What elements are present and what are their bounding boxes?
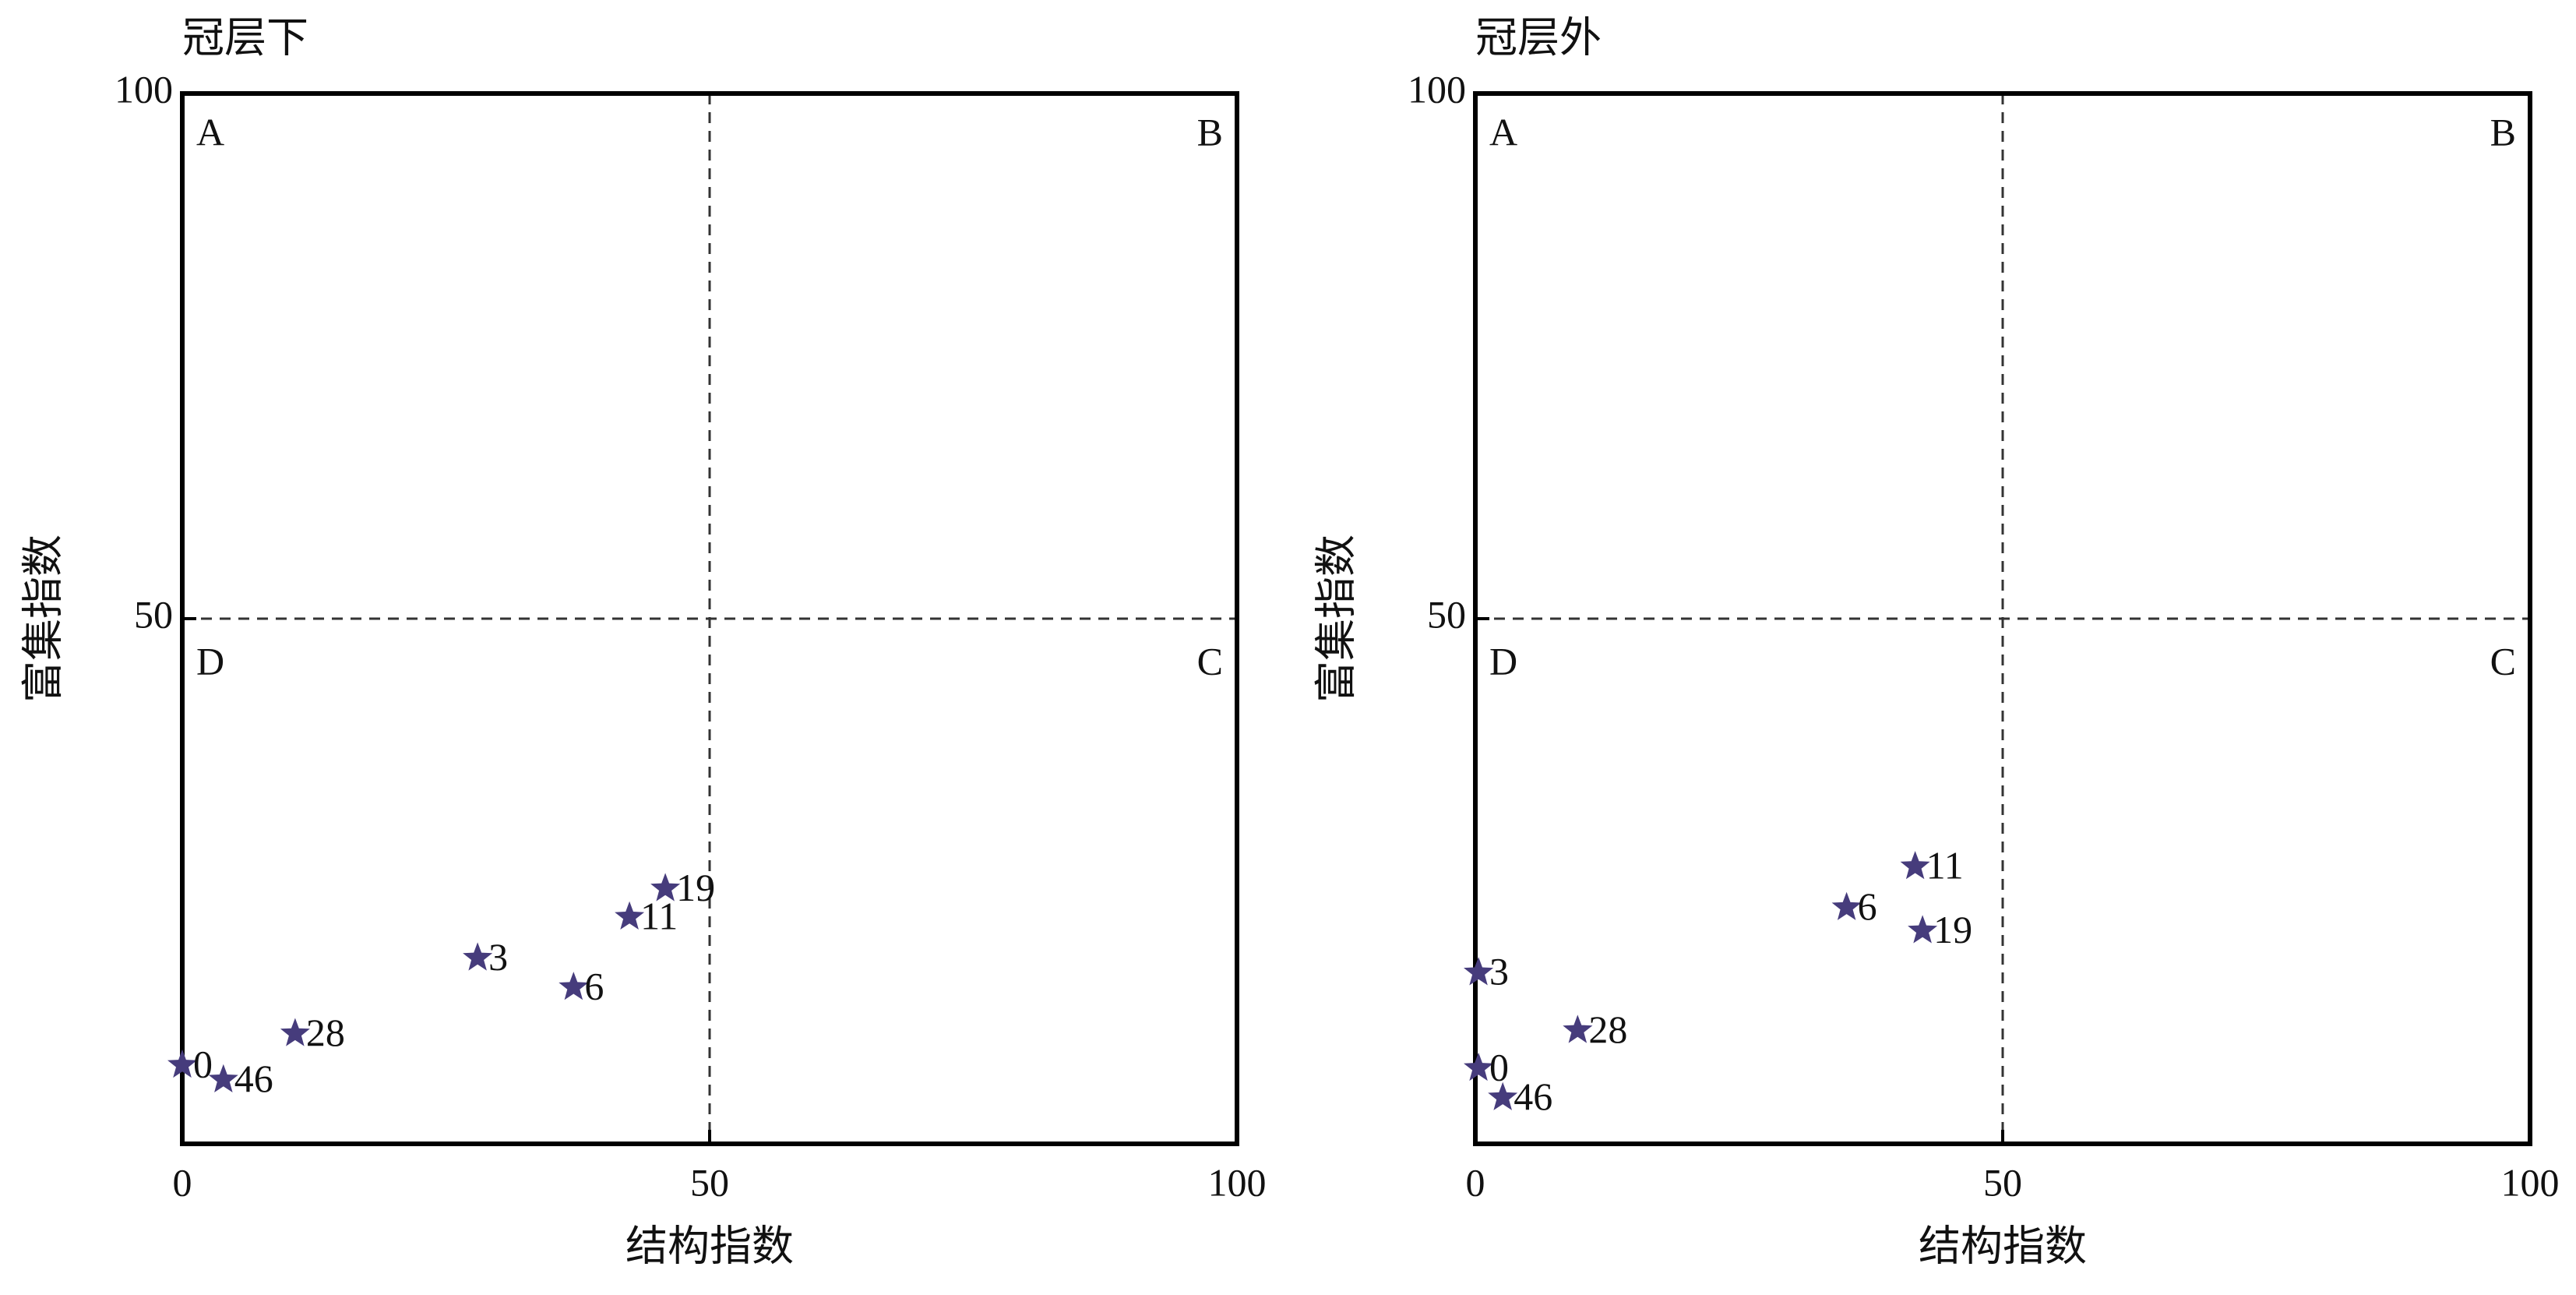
point bbox=[615, 901, 645, 930]
point bbox=[208, 1064, 238, 1092]
quadrant-label: C bbox=[1197, 639, 1223, 683]
quadrant-label: A bbox=[196, 110, 224, 153]
point bbox=[1908, 915, 1938, 944]
x-tick-label: 0 bbox=[1466, 1160, 1485, 1204]
point-label: 46 bbox=[1514, 1074, 1552, 1118]
x-tick-label: 50 bbox=[690, 1160, 729, 1204]
quadrant-label: D bbox=[196, 639, 224, 683]
point-label: 19 bbox=[676, 866, 715, 909]
y-axis-label: 富集指数 bbox=[19, 535, 68, 703]
y-tick-label: 50 bbox=[134, 592, 173, 636]
point-label: 0 bbox=[193, 1042, 213, 1085]
x-tick-label: 100 bbox=[1208, 1160, 1267, 1204]
quadrant-label: C bbox=[2490, 639, 2516, 683]
quadrant-label: B bbox=[1197, 110, 1223, 153]
point-label: 11 bbox=[1926, 844, 1964, 887]
y-tick-label: 100 bbox=[1408, 67, 1466, 111]
point bbox=[167, 1049, 197, 1078]
chart-title: 冠层外 bbox=[1475, 13, 1602, 62]
y-tick-label: 50 bbox=[1427, 592, 1466, 636]
point-label: 6 bbox=[584, 965, 604, 1008]
point bbox=[1563, 1014, 1593, 1043]
x-tick-label: 50 bbox=[1983, 1160, 2022, 1204]
point bbox=[1900, 851, 1930, 880]
point-label: 46 bbox=[234, 1057, 273, 1100]
point bbox=[280, 1018, 310, 1046]
point bbox=[1831, 891, 1862, 920]
x-axis-label: 结构指数 bbox=[1919, 1222, 2087, 1271]
x-tick-label: 100 bbox=[2501, 1160, 2560, 1204]
chart-title: 冠层下 bbox=[182, 13, 308, 62]
point bbox=[1464, 1052, 1494, 1082]
point bbox=[1488, 1082, 1518, 1110]
point bbox=[1464, 957, 1494, 986]
point-label: 19 bbox=[1933, 908, 1972, 951]
point-label: 6 bbox=[1858, 884, 1877, 928]
point-label: 11 bbox=[640, 894, 678, 937]
point bbox=[650, 873, 681, 902]
point bbox=[559, 972, 589, 1000]
quadrant-label: D bbox=[1489, 639, 1517, 683]
point bbox=[463, 942, 493, 971]
plot-frame bbox=[180, 91, 1239, 1146]
point-label: 3 bbox=[488, 935, 508, 979]
quadrant-label: B bbox=[2490, 110, 2516, 153]
point-label: 0 bbox=[1489, 1045, 1509, 1089]
point-label: 28 bbox=[1588, 1007, 1627, 1051]
point-label: 28 bbox=[306, 1011, 345, 1054]
x-axis-label: 结构指数 bbox=[625, 1222, 794, 1271]
plot-frame bbox=[1473, 91, 2532, 1146]
y-tick-label: 100 bbox=[115, 67, 173, 111]
quadrant-label: A bbox=[1489, 110, 1517, 153]
point-label: 3 bbox=[1489, 950, 1509, 993]
y-axis-label: 富集指数 bbox=[1312, 535, 1361, 703]
x-tick-label: 0 bbox=[173, 1160, 192, 1204]
